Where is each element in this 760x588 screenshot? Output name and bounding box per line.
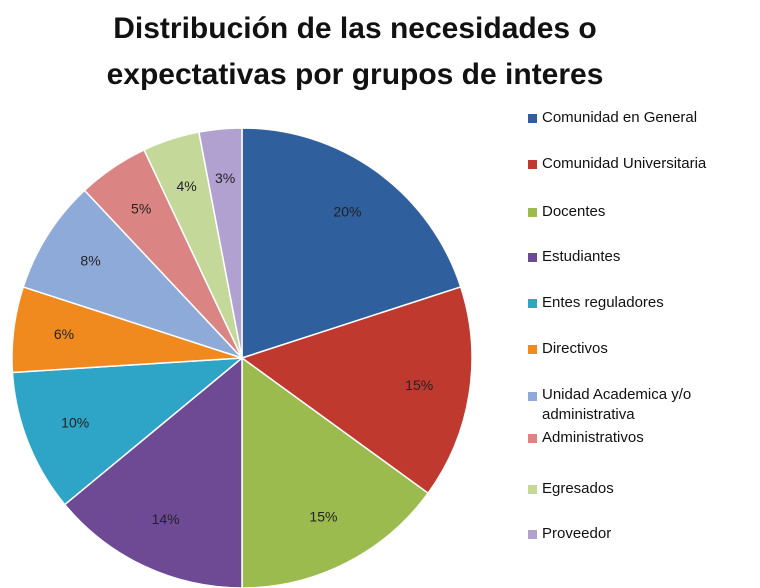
pie-area: 20% 15% 15% 14% 10% 6% 8% 5% 4% 3% [11,127,473,588]
legend-item: Proveedor [528,523,753,545]
legend-swatch [528,530,537,539]
legend-label: Unidad Academica y/o administrativa [542,386,692,423]
legend-item: Estudiantes [528,246,753,268]
chart-title: Distribución de las necesidades o expect… [106,12,604,91]
pie-slice [241,356,430,588]
legend-label: Comunidad en General [542,109,698,126]
legend-item: Administrativos [528,427,753,449]
legend-swatch [528,485,537,494]
legend-label: Egresados [542,480,614,497]
pie-slice [198,127,243,359]
legend-item: Unidad Academica y/o administrativa [528,385,753,425]
data-label: 15% [405,377,433,393]
data-label: 14% [152,511,180,527]
data-label: 8% [80,253,100,269]
legend-swatch [528,345,537,354]
data-label: 6% [54,326,74,342]
pie-slice [241,127,462,360]
legend-label: Directivos [542,340,608,357]
data-label: 4% [176,178,196,194]
pie-slice [22,189,243,359]
legend-swatch [528,160,537,169]
legend-item: Egresados [528,478,753,500]
legend-swatch [528,114,537,123]
legend-item: Comunidad en General [528,107,753,129]
legend-label: Entes reguladores [542,294,664,311]
data-label: 10% [61,415,89,431]
legend-item: Docentes [528,201,753,223]
legend-swatch [528,392,537,401]
legend-swatch [528,299,537,308]
pie-slice [240,285,473,495]
legend-label: Estudiantes [542,248,621,265]
legend-label: Proveedor [542,525,612,542]
pie-slice [63,356,243,588]
legend-item: Directivos [528,338,753,360]
legend-item: Entes reguladores [528,292,753,314]
data-label: 5% [131,200,151,216]
legend-swatch [528,253,537,262]
legend-label: Docentes [542,203,606,220]
data-label: 3% [215,170,235,186]
pie-slice [11,357,245,506]
legend-label: Administrativos [542,429,644,446]
legend-swatch [528,434,537,443]
legend-item: Comunidad Universitaria [528,153,753,175]
data-label: 20% [333,204,361,220]
legend-swatch [528,208,537,217]
data-label: 15% [309,509,337,525]
legend-label: Comunidad Universitaria [542,155,707,172]
